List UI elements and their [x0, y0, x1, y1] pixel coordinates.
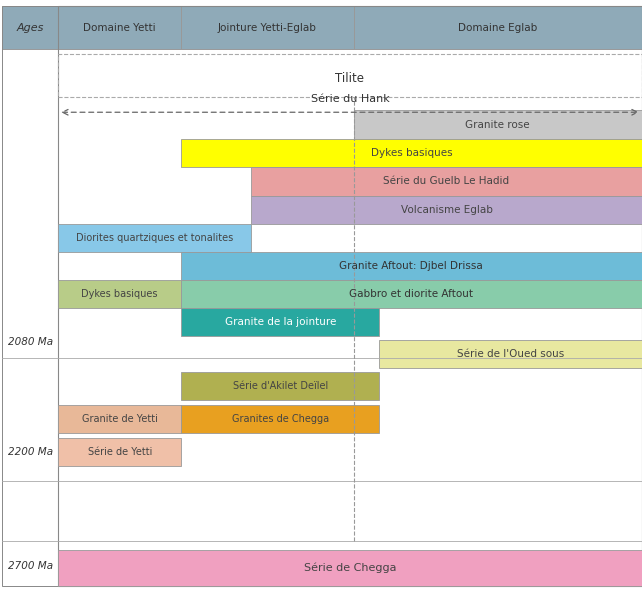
Text: Gabbro et diorite Aftout: Gabbro et diorite Aftout — [349, 289, 473, 299]
Text: Série du Guelb Le Hadid: Série du Guelb Le Hadid — [383, 176, 510, 187]
FancyBboxPatch shape — [181, 139, 642, 167]
FancyBboxPatch shape — [181, 308, 379, 337]
Text: Granite Aftout: Djbel Drissa: Granite Aftout: Djbel Drissa — [340, 261, 484, 271]
Text: Ages: Ages — [17, 23, 44, 33]
Text: Diorites quartziques et tonalites: Diorites quartziques et tonalites — [77, 233, 233, 243]
FancyBboxPatch shape — [379, 340, 642, 368]
FancyBboxPatch shape — [59, 550, 642, 586]
Text: Tilite: Tilite — [336, 72, 365, 85]
FancyBboxPatch shape — [354, 6, 642, 49]
Text: Granite de la jointure: Granite de la jointure — [224, 317, 336, 327]
Text: Granite de Yetti: Granite de Yetti — [82, 414, 158, 424]
Text: 2200 Ma: 2200 Ma — [8, 447, 53, 457]
FancyBboxPatch shape — [59, 6, 181, 49]
FancyBboxPatch shape — [181, 280, 642, 308]
Text: 2700 Ma: 2700 Ma — [8, 561, 53, 571]
Text: Série d'Akilet Deïlel: Série d'Akilet Deïlel — [233, 381, 328, 391]
Text: Dykes basiques: Dykes basiques — [370, 148, 452, 158]
Text: Dykes basiques: Dykes basiques — [82, 289, 158, 299]
Text: Jointure Yetti-Eglab: Jointure Yetti-Eglab — [218, 23, 317, 33]
FancyBboxPatch shape — [181, 6, 354, 49]
Text: Domaine Yetti: Domaine Yetti — [84, 23, 156, 33]
FancyBboxPatch shape — [181, 405, 379, 433]
FancyBboxPatch shape — [59, 280, 181, 308]
Text: Série de l'Oued sous: Série de l'Oued sous — [457, 349, 564, 359]
Text: 2080 Ma: 2080 Ma — [8, 337, 53, 347]
FancyBboxPatch shape — [59, 405, 181, 433]
Text: Domaine Eglab: Domaine Eglab — [458, 23, 538, 33]
FancyBboxPatch shape — [251, 167, 642, 196]
Text: Série de Yetti: Série de Yetti — [87, 447, 152, 457]
FancyBboxPatch shape — [59, 438, 181, 466]
Text: Granites de Chegga: Granites de Chegga — [231, 414, 329, 424]
FancyBboxPatch shape — [354, 110, 642, 139]
Text: Granite rose: Granite rose — [466, 120, 530, 130]
FancyBboxPatch shape — [2, 6, 59, 49]
FancyBboxPatch shape — [181, 252, 642, 280]
Text: Série de Chegga: Série de Chegga — [303, 562, 396, 573]
FancyBboxPatch shape — [181, 371, 379, 400]
FancyBboxPatch shape — [251, 196, 642, 224]
Text: Volcanisme Eglab: Volcanisme Eglab — [401, 205, 493, 215]
FancyBboxPatch shape — [59, 224, 251, 252]
Text: Série du Hank: Série du Hank — [311, 95, 389, 105]
